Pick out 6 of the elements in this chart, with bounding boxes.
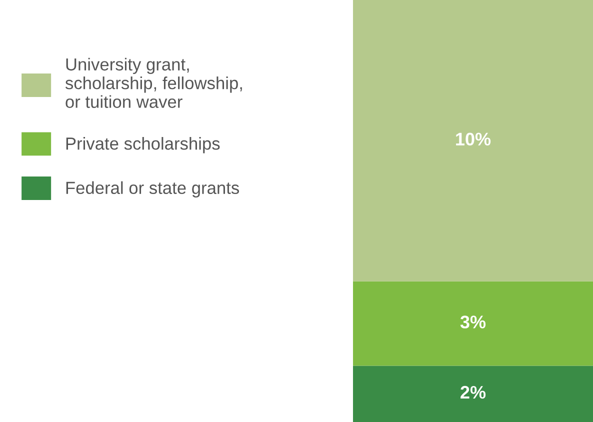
data-label: 10%: [456, 132, 491, 146]
legend-label: University grant, scholarship, fellowship, or tuition waver: [65, 58, 242, 108]
data-label: 2%: [460, 386, 486, 399]
legend-label: Private scholarships: [66, 137, 220, 154]
data-label: 3%: [460, 316, 486, 328]
legend-label: Federal or state grants: [66, 181, 239, 198]
